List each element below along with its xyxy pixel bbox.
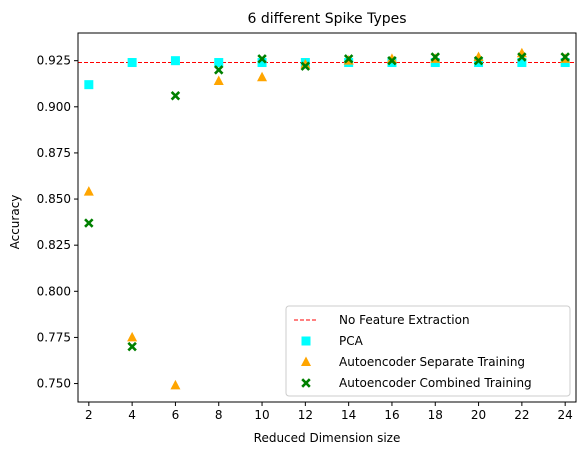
x-tick-label: 4 [128,408,136,422]
x-tick-label: 6 [172,408,180,422]
data-point-square [257,58,267,68]
data-point-x [84,218,94,228]
y-tick-label: 0.825 [37,238,71,252]
x-tick-label: 22 [514,408,529,422]
x-axis-label: Reduced Dimension size [254,431,401,445]
data-point-square [84,80,94,90]
data-point-triangle [386,53,397,63]
y-tick-label: 0.800 [37,284,71,298]
data-point-x [517,52,527,62]
x-tick-label: 14 [341,408,356,422]
legend-label: Autoencoder Combined Training [339,376,532,390]
legend-label: Autoencoder Separate Training [339,355,525,369]
data-point-square [474,58,484,68]
data-point-triangle [83,186,94,196]
x-tick-label: 2 [85,408,93,422]
y-axis-label: Accuracy [8,195,22,250]
legend-handle-x [301,378,311,388]
data-point-square [127,58,137,68]
data-point-square [214,58,224,68]
data-point-x [300,61,311,71]
data-point-triangle [213,75,224,85]
x-tick-label: 8 [215,408,223,422]
legend-box [285,305,571,397]
data-point-x [214,65,224,75]
data-point-square [170,56,180,66]
legend-handle-square [301,336,311,346]
y-tick-label: 0.925 [37,54,71,68]
data-point-square [517,58,527,68]
legend-label: No Feature Extraction [339,313,470,327]
data-point-x [560,52,570,62]
x-tick-label: 20 [471,408,486,422]
y-tick-label: 0.775 [37,330,71,344]
data-point-x [343,54,354,64]
data-point-triangle [300,58,311,69]
axes-frame [77,32,577,403]
y-tick-label: 0.750 [37,377,71,391]
data-point-triangle [127,331,138,342]
x-tick-label: 24 [558,408,573,422]
data-point-x [257,54,267,64]
y-tick-label: 0.875 [37,146,71,160]
x-tick-label: 12 [298,408,313,422]
x-tick-label: 18 [428,408,443,422]
x-tick-label: 10 [254,408,269,422]
data-point-x [170,91,181,101]
data-point-x [387,55,397,66]
data-point-x [430,52,440,62]
axes: 2 4 6 8 10 12 14 16 18 20 22 240.7500.7750.8000.825… [37,32,577,422]
y-tick-label: 0.850 [37,192,71,206]
data-point-triangle [170,379,181,390]
data-point-triangle [257,71,268,82]
chart-title: 6 different Spike Types [247,11,406,27]
legend-handle-triangle [301,356,311,366]
data-point-x [473,55,484,66]
x-tick-label: 16 [384,408,399,422]
plot-area [78,47,576,390]
legend: No Feature Extraction PCA Autoencoder Sepa… [285,305,571,397]
legend-label: PCA [339,334,364,348]
y-tick-label: 0.900 [37,100,71,114]
data-point-x [127,341,137,352]
